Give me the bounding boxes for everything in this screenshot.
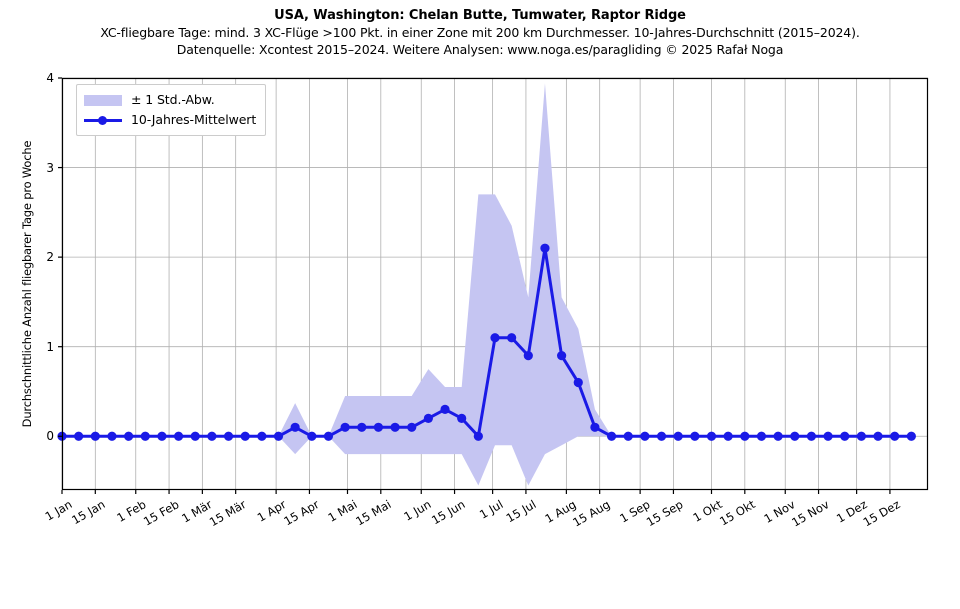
data-point-marker xyxy=(407,422,417,432)
data-point-marker xyxy=(157,431,167,441)
legend-entry-band: ± 1 Std.-Abw. xyxy=(84,90,256,110)
data-point-marker xyxy=(273,431,284,441)
y-axis-tick-label: 0 xyxy=(46,429,54,444)
chart-figure: USA, Washington: Chelan Butte, Tumwater,… xyxy=(0,0,960,540)
data-point-marker xyxy=(773,431,783,441)
data-point-marker xyxy=(623,431,633,441)
legend-band-swatch-icon xyxy=(84,94,122,106)
y-axis-tick-label: 1 xyxy=(46,339,54,354)
plot-area xyxy=(57,77,929,494)
plot-svg xyxy=(57,77,929,494)
data-point-marker xyxy=(540,243,550,253)
data-point-marker xyxy=(790,431,800,441)
data-point-marker xyxy=(523,351,533,361)
legend-entry-mean: 10-Jahres-Mittelwert xyxy=(84,110,256,130)
legend-mean-label: 10-Jahres-Mittelwert xyxy=(131,112,257,127)
data-point-marker xyxy=(140,431,150,441)
data-point-marker xyxy=(74,431,84,441)
data-point-marker xyxy=(606,431,617,441)
data-point-marker xyxy=(290,422,300,432)
legend-band-label: ± 1 Std.-Abw. xyxy=(131,92,215,107)
data-point-marker xyxy=(223,431,234,441)
data-point-marker xyxy=(107,431,117,441)
data-point-marker xyxy=(756,431,767,441)
data-point-marker xyxy=(856,431,866,441)
data-point-marker xyxy=(423,413,433,423)
y-axis-tick-labels: 0 1 2 3 4 xyxy=(8,72,54,490)
data-point-marker xyxy=(340,422,350,432)
data-point-marker xyxy=(723,431,733,441)
y-axis-tick-label: 2 xyxy=(46,250,54,265)
data-point-marker xyxy=(557,351,567,361)
data-point-marker xyxy=(257,431,267,441)
data-point-marker xyxy=(673,431,683,441)
data-point-marker xyxy=(357,422,367,432)
data-point-marker xyxy=(90,431,100,441)
data-point-marker xyxy=(656,431,667,441)
data-point-marker xyxy=(440,404,450,414)
data-point-marker xyxy=(490,333,500,343)
data-point-marker xyxy=(390,422,400,432)
chart-subtitle-line-1: XC-fliegbare Tage: mind. 3 XC-Flüge >100… xyxy=(100,25,860,40)
data-point-marker xyxy=(706,431,717,441)
data-point-marker xyxy=(690,431,700,441)
data-point-marker xyxy=(173,431,184,441)
page-title: USA, Washington: Chelan Butte, Tumwater,… xyxy=(274,8,686,23)
data-point-marker xyxy=(457,413,467,423)
data-point-marker xyxy=(373,422,384,432)
legend-line-swatch-icon xyxy=(84,115,122,126)
data-point-marker xyxy=(823,431,833,441)
chart-subtitle-line-2: Datenquelle: Xcontest 2015–2024. Weitere… xyxy=(176,42,784,57)
data-point-marker xyxy=(240,431,250,441)
x-axis-tick-labels: 1 Jan 15 Jan 1 Feb 15 Feb 1 Mär 15 Mär 1 Apr 15… xyxy=(0,490,960,540)
data-point-marker xyxy=(906,431,916,441)
data-point-marker xyxy=(307,431,317,441)
std-dev-band xyxy=(62,83,912,486)
data-point-marker xyxy=(890,431,900,441)
data-point-marker xyxy=(190,431,200,441)
data-point-marker xyxy=(323,431,334,441)
data-point-marker xyxy=(124,431,134,441)
axes-frame xyxy=(61,77,929,491)
y-axis-tick-label: 3 xyxy=(46,160,54,175)
mean-line xyxy=(60,246,913,438)
chart-title-block: USA, Washington: Chelan Butte, Tumwater,… xyxy=(0,0,960,58)
data-point-marker xyxy=(507,333,517,343)
data-point-marker xyxy=(590,422,600,432)
data-point-marker xyxy=(873,431,883,441)
data-point-marker xyxy=(573,377,583,388)
data-point-marker xyxy=(207,431,217,441)
chart-legend: ± 1 Std.-Abw. 10-Jahres-Mittelwert xyxy=(76,84,267,136)
data-point-marker xyxy=(740,431,750,441)
data-point-marker xyxy=(640,431,650,441)
data-point-marker xyxy=(473,431,483,441)
y-axis-tick-label: 4 xyxy=(46,71,54,85)
data-point-marker xyxy=(840,431,850,441)
data-point-marker xyxy=(806,431,817,441)
